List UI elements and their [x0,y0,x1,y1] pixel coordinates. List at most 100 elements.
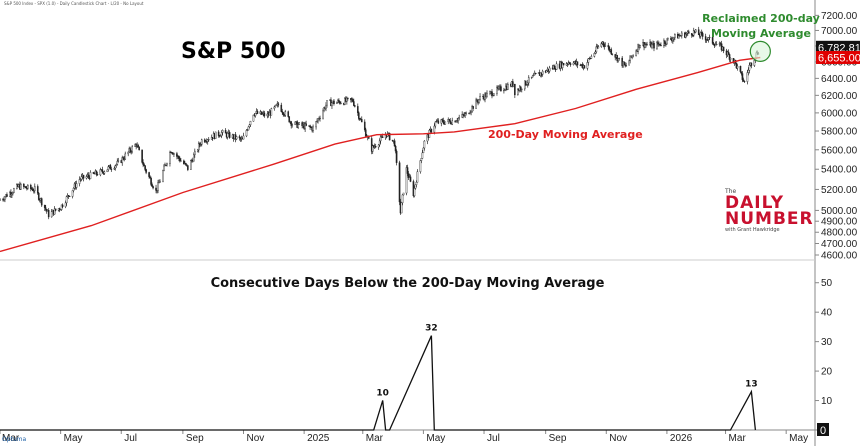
y-tick-label: 7000.00 [821,26,858,37]
candle-body [254,113,257,116]
candle-body [309,125,311,128]
y-tick-label: 40 [821,308,833,319]
candle-body [115,164,118,166]
candle-body [381,136,384,138]
candle-body [586,62,589,69]
candle-body [750,62,753,66]
candle-body [371,145,374,152]
candle-body [415,181,418,185]
candle-body [708,36,711,38]
candle-body [294,121,296,125]
candle-body [317,118,319,122]
candle-body [482,95,484,97]
candle-body [186,164,188,166]
logo-byline: with Grant Hawkridge [725,227,780,233]
candle-body [331,102,333,107]
candle-body [185,162,187,165]
candle-body [31,188,34,191]
candle-body [145,169,147,173]
candle-body [263,112,266,117]
candle-body [95,170,98,175]
candle-body [530,76,533,78]
candle-body [194,150,196,156]
candle-body [618,57,621,59]
candle-body [214,131,217,139]
candle-body [742,79,745,82]
candle-body [6,194,8,197]
candle-body [391,139,394,141]
candle-body [413,188,416,197]
candle-body [347,97,349,99]
candle-body [491,91,493,97]
candle-body [653,43,655,49]
candle-body [315,121,317,128]
candle-body [493,93,495,96]
y-tick-label: 6000.00 [821,108,858,119]
candle-body [318,118,320,120]
candle-body [36,186,39,194]
candle-body [402,192,405,196]
candle-body [75,183,78,188]
candle-body [593,53,596,57]
candle-body [150,178,152,185]
current-value-bg [817,423,829,436]
candle-body [178,156,180,159]
candle-body [326,100,328,106]
candle-body [656,42,658,49]
candle-body [631,55,633,58]
candle-body [699,32,702,37]
candle-body [196,149,199,152]
candle-body [736,65,739,69]
candle-body [470,110,472,113]
candle-body [712,43,715,45]
candle-body [65,196,68,204]
candle-body [512,81,514,87]
candle-body [206,139,209,142]
candle-body [171,152,173,154]
candle-body [71,190,74,197]
candle-body [64,202,67,207]
candle-body [152,186,154,189]
candle-body [740,71,743,74]
candle-body [220,132,223,137]
candle-body [561,62,564,68]
candle-body [545,70,548,73]
candle-body [217,131,220,136]
candle-body [707,37,710,40]
candle-body [27,184,29,189]
candle-body [149,176,151,179]
candle-body [434,121,437,127]
candle-body [304,123,306,130]
candle-body [114,165,117,169]
candle-body [379,136,382,142]
candle-body [753,60,756,66]
candle-body [183,160,185,165]
candle-body [476,99,478,102]
candle-body [635,50,637,56]
y-tick-label: 50 [821,278,833,289]
candle-body [659,43,661,46]
candle-body [690,33,693,36]
candle-body [123,158,126,160]
candle-body [92,172,95,174]
candle-body [555,63,558,70]
candle-body [274,104,277,108]
candle-body [4,196,6,200]
candle-body [423,140,426,149]
candle-body [666,38,668,45]
y-tick-label: 5200.00 [821,185,858,196]
days-below-line [0,335,757,431]
candle-body [406,167,409,174]
candle-body [187,165,189,170]
x-tick-label: Jul [487,433,500,444]
candle-body [678,35,680,39]
candle-body [346,97,348,102]
candle-body [162,170,164,182]
candle-body [388,132,391,141]
candle-body [692,30,695,36]
candle-body [353,101,355,106]
candle-body [157,182,159,191]
candle-body [173,153,175,155]
optuma-watermark: Optuma [2,436,27,443]
candle-body [37,192,40,200]
